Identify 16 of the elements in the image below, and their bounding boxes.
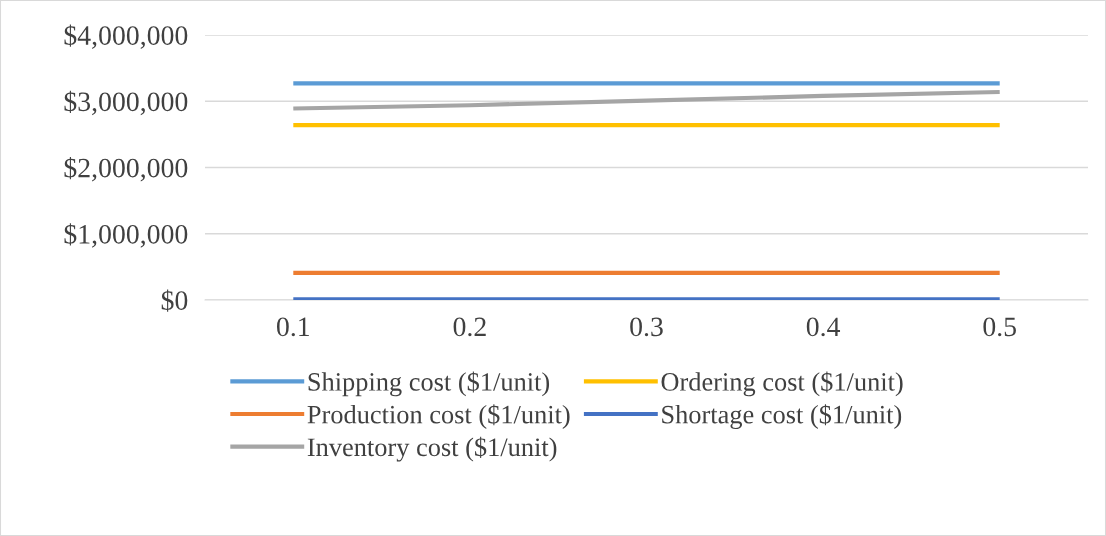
x-tick-label: 0.1 [277,317,309,337]
y-tick-label: $4,000,000 [64,24,188,49]
legend-label: Shipping cost ($1/unit) [308,371,550,397]
y-tick-label: $3,000,000 [64,90,188,116]
legend-label: Production cost ($1/unit) [307,404,570,429]
line-series [291,89,1002,111]
y-tick-label: $1,000,000 [64,223,188,248]
legend-label: Inventory cost ($1/unit) [307,436,557,462]
legend-label: Ordering cost ($1/unit) [661,371,903,397]
x-tick-label: 0.3 [630,317,663,337]
x-tick-label: 0.2 [453,317,486,337]
y-tick-label: $0 [161,289,188,312]
y-tick-label: $2,000,000 [64,157,188,182]
x-tick-label: 0.5 [983,317,1016,337]
legend-label: Shortage cost ($1/unit) [662,404,902,429]
x-tick-label: 0.4 [806,317,841,337]
